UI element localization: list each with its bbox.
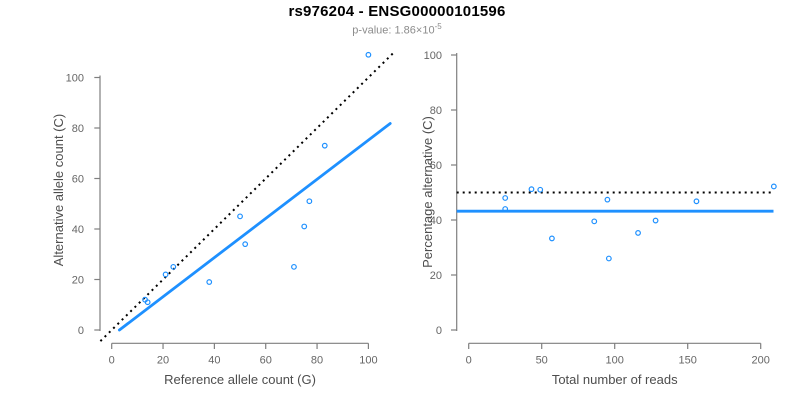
x-tick-label: 200 bbox=[752, 355, 770, 367]
data-point bbox=[321, 142, 328, 149]
x-tick-label: 100 bbox=[606, 355, 624, 367]
y-tick-label: 40 bbox=[430, 215, 442, 227]
y-tick-label: 40 bbox=[72, 224, 84, 236]
p-value-subtitle: p-value: 1.86×10-5 bbox=[0, 22, 794, 37]
y-tick-label: 100 bbox=[66, 73, 84, 85]
data-point bbox=[549, 235, 555, 242]
p-value-text: p-value: 1.86×10 bbox=[352, 24, 435, 37]
data-points bbox=[142, 51, 372, 306]
x-tick-label: 0 bbox=[109, 355, 115, 367]
page-title: rs976204 - ENSG00000101596 bbox=[288, 3, 506, 20]
x-tick-label: 150 bbox=[679, 355, 697, 367]
data-point bbox=[365, 51, 372, 58]
data-point bbox=[206, 279, 213, 285]
data-point bbox=[605, 255, 612, 262]
y-tick-label: 80 bbox=[72, 123, 84, 135]
x-tick-label: 60 bbox=[260, 355, 272, 367]
x-tick-label: 20 bbox=[157, 355, 169, 367]
data-point bbox=[652, 217, 659, 224]
data-point bbox=[242, 241, 249, 248]
y-axis: 0 20 40 60 80 100 bbox=[424, 50, 458, 337]
y-tick-label: 60 bbox=[430, 160, 442, 172]
y-tick-label: 0 bbox=[436, 325, 442, 337]
x-tick-label: 100 bbox=[359, 355, 377, 367]
y-tick-label: 0 bbox=[78, 325, 84, 337]
data-point bbox=[162, 271, 169, 278]
data-point bbox=[144, 299, 151, 306]
data-points bbox=[502, 183, 777, 262]
p-value-exponent: -5 bbox=[434, 22, 442, 31]
data-point bbox=[237, 213, 243, 220]
data-point bbox=[770, 183, 777, 190]
y-axis-title: Alternative allele count (C) bbox=[51, 114, 66, 266]
data-point bbox=[537, 186, 544, 193]
data-point bbox=[301, 223, 308, 230]
x-tick-label: 0 bbox=[466, 355, 472, 367]
data-point bbox=[306, 198, 313, 205]
data-point bbox=[291, 263, 297, 270]
y-tick-label: 20 bbox=[430, 270, 442, 282]
x-tick-label: 80 bbox=[311, 355, 323, 367]
left-plot-allele-counts: 0 20 40 60 80 100 0 20 40 60 80 100 Reference allele… bbox=[51, 50, 397, 387]
x-tick-label: 40 bbox=[208, 355, 220, 367]
right-plot-percentage: 0 20 40 60 80 100 0 50 100 150 200 Total number of … bbox=[420, 50, 777, 387]
data-point bbox=[502, 206, 509, 212]
data-point bbox=[528, 186, 535, 193]
y-tick-label: 80 bbox=[430, 105, 442, 117]
x-axis-title: Total number of reads bbox=[552, 372, 678, 387]
x-axis: 0 20 40 60 80 100 bbox=[109, 342, 378, 367]
y-tick-label: 60 bbox=[72, 174, 84, 186]
y-axis-title: Percentage alternative (C) bbox=[420, 116, 435, 268]
x-axis: 0 50 100 150 200 bbox=[466, 342, 770, 367]
data-point bbox=[170, 263, 177, 270]
x-axis-title: Reference allele count (G) bbox=[164, 372, 316, 387]
data-point bbox=[591, 218, 598, 225]
data-point bbox=[604, 196, 611, 203]
data-point bbox=[502, 195, 509, 201]
x-tick-label: 50 bbox=[536, 355, 548, 367]
y-tick-label: 20 bbox=[72, 275, 84, 287]
y-tick-label: 100 bbox=[424, 50, 442, 62]
fit-line bbox=[118, 122, 392, 332]
data-point bbox=[693, 198, 700, 205]
data-point bbox=[635, 230, 641, 236]
y-axis: 0 20 40 60 80 100 bbox=[66, 73, 101, 337]
